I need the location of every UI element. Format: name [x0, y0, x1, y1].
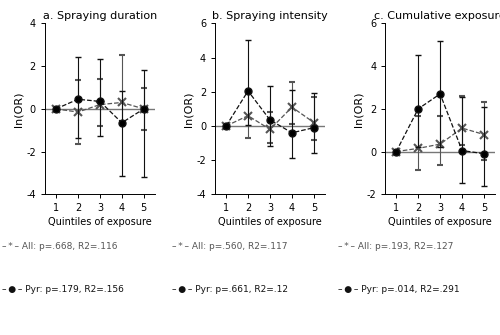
- Text: – ● – Pyr: p=.179, R2=.156: – ● – Pyr: p=.179, R2=.156: [2, 285, 124, 294]
- Title: c. Cumulative exposure: c. Cumulative exposure: [374, 11, 500, 21]
- X-axis label: Quintiles of exposure: Quintiles of exposure: [218, 217, 322, 227]
- Text: – ● – Pyr: p=.014, R2=.291: – ● – Pyr: p=.014, R2=.291: [338, 285, 459, 294]
- Text: – * – All: p=.668, R2=.116: – * – All: p=.668, R2=.116: [2, 242, 118, 251]
- Text: – * – All: p=.193, R2=.127: – * – All: p=.193, R2=.127: [338, 242, 453, 251]
- Y-axis label: ln(OR): ln(OR): [354, 91, 364, 127]
- Title: a. Spraying duration: a. Spraying duration: [43, 11, 157, 21]
- Title: b. Spraying intensity: b. Spraying intensity: [212, 11, 328, 21]
- X-axis label: Quintiles of exposure: Quintiles of exposure: [48, 217, 152, 227]
- X-axis label: Quintiles of exposure: Quintiles of exposure: [388, 217, 492, 227]
- Y-axis label: ln(OR): ln(OR): [184, 91, 194, 127]
- Text: – * – All: p=.560, R2=.117: – * – All: p=.560, R2=.117: [172, 242, 288, 251]
- Y-axis label: ln(OR): ln(OR): [14, 91, 24, 127]
- Text: – ● – Pyr: p=.661, R2=.12: – ● – Pyr: p=.661, R2=.12: [172, 285, 288, 294]
